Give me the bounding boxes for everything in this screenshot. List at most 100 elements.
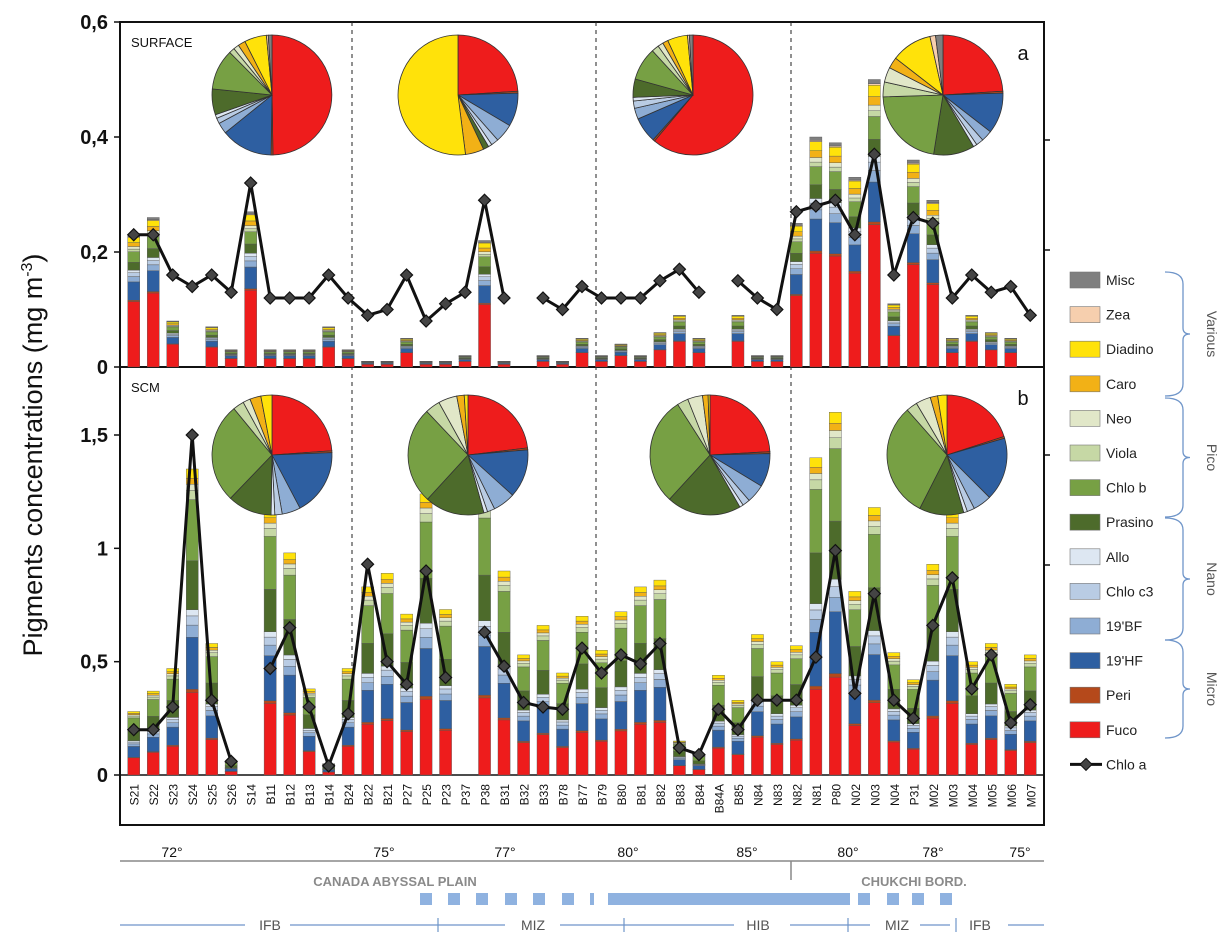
bar-segment-19bf (829, 597, 842, 612)
bar-segment-viola (790, 654, 803, 659)
ice-cover-segment (608, 893, 850, 905)
chlo-a-point-a-M05 (984, 285, 999, 300)
bar-segment-misc (205, 326, 218, 328)
legend-group-brace (1164, 397, 1191, 518)
bar-segment-fuco (458, 361, 472, 368)
bar-segment-allo (946, 631, 959, 638)
bar-segment-chlob (887, 311, 901, 318)
bar-segment-19bf (478, 280, 491, 286)
legend-swatch-caro (1069, 375, 1101, 393)
bar-segment-19bf (400, 695, 413, 703)
bar-segment-allo (614, 686, 628, 691)
bar-segment-diadino (985, 643, 998, 648)
bar-segment-viola (809, 161, 823, 167)
chlo-a-line-b (268, 563, 448, 771)
bar-b-M03 (946, 509, 959, 776)
chlo-a-point-a-P25 (419, 314, 433, 328)
legend-swatch-chloc3 (1069, 583, 1101, 600)
bar-segment-19hf (634, 690, 647, 723)
bar-segment-caro (829, 155, 842, 164)
bar-segment-caro (829, 423, 842, 431)
chlo-a-point-a-S24 (185, 279, 200, 294)
bar-segment-peri (244, 288, 257, 291)
bar-segment-viola (868, 110, 881, 117)
bar-segment-viola (244, 228, 257, 232)
bar-segment-allo (478, 274, 491, 277)
bar-segment-19hf (224, 355, 238, 359)
bar-segment-allo (419, 623, 433, 630)
bar-segment-chlob (302, 351, 316, 354)
bar-b-N82 (790, 645, 803, 776)
bar-segment-caro (380, 579, 394, 584)
station-label: B22 (362, 784, 376, 806)
bar-segment-allo (770, 713, 784, 717)
pie-scm-3 (649, 394, 771, 516)
bar-segment-neo (127, 246, 140, 250)
legend-swatch-neo (1069, 410, 1101, 427)
bar-segment-misc (478, 240, 491, 243)
legend-group-label: Micro (1204, 672, 1220, 706)
bar-segment-neo (985, 335, 998, 337)
chlo-a-lines (126, 147, 1038, 773)
bar-segment-chloc3 (185, 615, 199, 626)
bar-segment-peri (809, 685, 823, 690)
bar-segment-fuco (1004, 750, 1018, 776)
latitude-label: 78° (922, 844, 943, 860)
legend-label: Misc (1106, 272, 1135, 288)
ice-cover-segment (590, 893, 594, 905)
bar-segment-fuco (926, 717, 940, 776)
bar-segment-19hf (478, 285, 491, 304)
legend-swatch-allo (1069, 548, 1101, 566)
station-label: B24 (342, 784, 356, 806)
bar-segment-zea (848, 179, 862, 182)
bar-segment-diadino (302, 688, 316, 692)
y-tick-label: 0 (97, 765, 108, 787)
bar-segment-caro (926, 570, 940, 575)
bar-segment-fuco (205, 739, 218, 776)
bar-segment-caro (517, 658, 530, 662)
legend-group-label: Various (1204, 311, 1220, 357)
bar-segment-viola (907, 182, 920, 187)
bar-segment-fuco (595, 361, 608, 368)
bar-segment-diadino (439, 609, 452, 615)
bar-segment-viola (166, 675, 179, 680)
bar-a-B78 (556, 361, 569, 368)
bar-segment-chloc3 (712, 722, 725, 727)
chlo-a-point-b-N03 (867, 586, 882, 601)
bar-segment-chlob (692, 341, 706, 345)
bar-segment-19hf (946, 655, 959, 702)
bar-segment-diadino (712, 675, 725, 679)
bar-a-B31 (497, 361, 511, 368)
bar-segment-fuco (263, 703, 277, 776)
station-label: N81 (810, 784, 824, 806)
bar-segment-fuco (283, 714, 296, 776)
bar-segment-allo (790, 261, 803, 265)
bar-a-B85 (731, 315, 745, 368)
bar-segment-misc (653, 332, 667, 334)
bar-b-B33 (536, 625, 550, 776)
chlo-a-point-a-N04 (886, 268, 901, 282)
bar-b-B80 (614, 611, 628, 776)
bar-segment-19hf (790, 716, 803, 740)
bar-segment-fuco (868, 702, 881, 776)
bar-a-N82 (790, 223, 803, 368)
bar-a-B12 (283, 349, 296, 368)
bar-segment-19hf (341, 355, 355, 359)
bar-a-B80 (614, 343, 628, 368)
bar-segment-19hf (887, 719, 901, 741)
y-tick-label: 0,2 (80, 242, 108, 264)
bar-segment-prasino (536, 670, 550, 695)
chlo-a-point-b-N84 (750, 693, 765, 708)
bar-segment-neo (829, 430, 842, 439)
station-label: B11 (264, 784, 278, 805)
bar-segment-chlob (341, 351, 355, 354)
legend-label: Prasino (1106, 514, 1154, 530)
bar-segment-chlob (400, 341, 413, 345)
bar-b-B22 (361, 586, 374, 776)
bar-segment-19bf (653, 679, 667, 688)
bar-segment-chloc3 (244, 256, 257, 262)
bar-segment-19hf (907, 233, 920, 263)
pie-slice-fuco (271, 394, 333, 456)
bar-segment-chloc3 (634, 677, 647, 684)
bar-segment-caro (907, 682, 920, 685)
